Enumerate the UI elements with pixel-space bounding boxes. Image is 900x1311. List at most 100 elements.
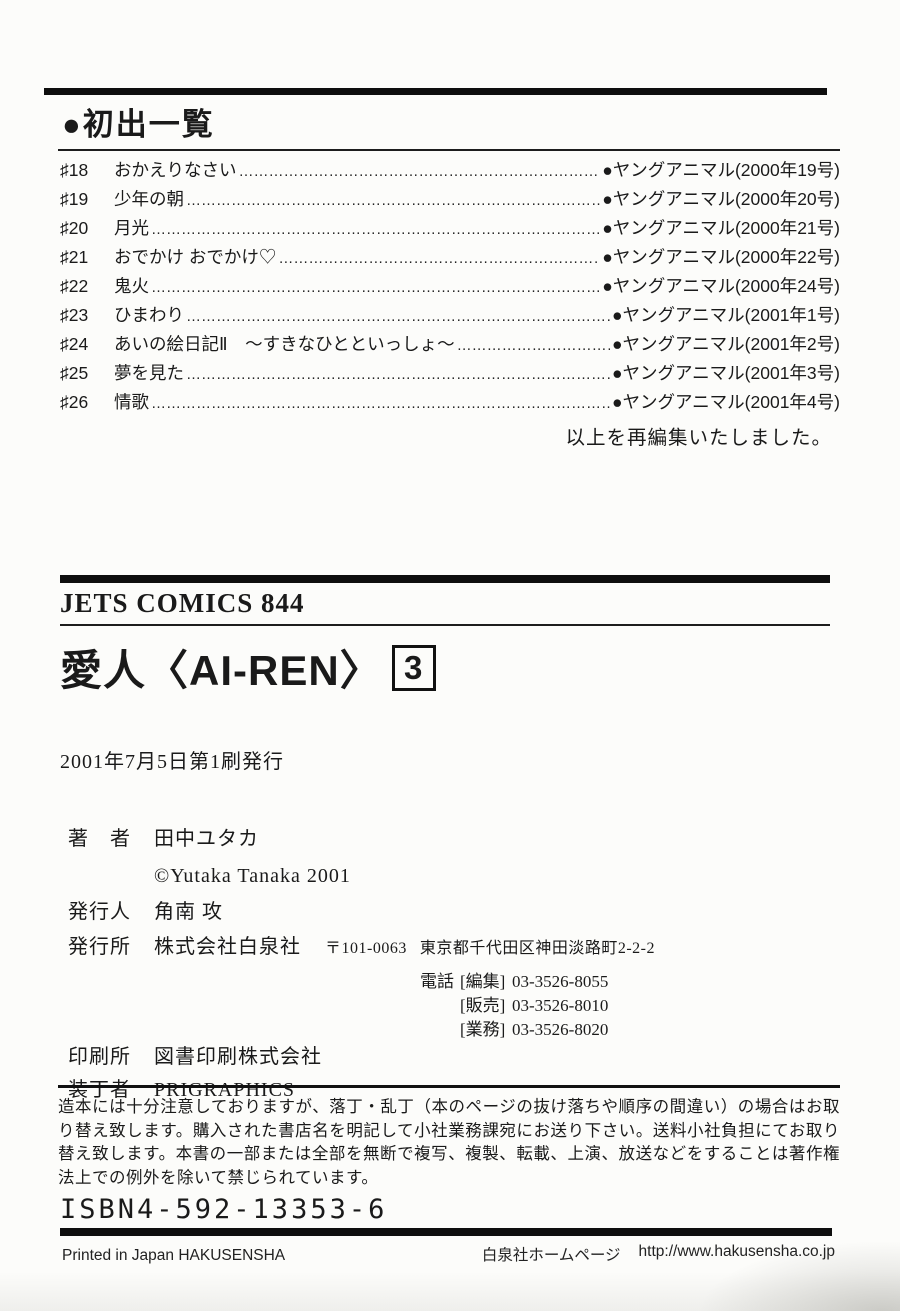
chapter-number: ♯23 (60, 305, 89, 325)
telephone-label: 電話 (420, 972, 454, 991)
isbn-section: ISBN4-592-13353-6 (60, 1194, 832, 1236)
dot-leader (278, 247, 600, 268)
chapter-number: ♯25 (60, 363, 89, 383)
chapter-title: 月光 (114, 218, 149, 238)
chapter-number: ♯19 (60, 189, 89, 209)
dot-leader (186, 189, 600, 210)
list-item: ♯18 おかえりなさい ●ヤングアニマル(2000年19号) (60, 157, 840, 186)
telephone-row: [販売] 03-3526-8010 (420, 991, 840, 1015)
publisher-label: 発行所 (68, 936, 131, 958)
page-footer: Printed in Japan HAKUSENSHA 白泉社ホームページ ht… (62, 1243, 835, 1265)
dot-leader (186, 363, 610, 384)
publication-source: ●ヤングアニマル(2001年4号) (611, 392, 840, 412)
chapter-number: ♯22 (60, 276, 89, 296)
publisher-person-name: 角南 攻 (154, 901, 223, 923)
printer-name: 図書印刷株式会社 (154, 1046, 322, 1068)
chapter-title: 少年の朝 (114, 189, 184, 209)
list-item: ♯20 月光 ●ヤングアニマル(2000年21号) (60, 215, 840, 244)
chapter-title: ひまわり (114, 305, 184, 325)
copyright-notice: ©Yutaka Tanaka 2001 (154, 865, 351, 887)
section-divider-bar (60, 575, 830, 583)
dot-leader (239, 160, 601, 181)
homepage-info: 白泉社ホームページ http://www.hakusensha.co.jp (482, 1243, 835, 1265)
dot-leader (186, 305, 610, 326)
publisher-person-row: 発行人 角南 攻 (68, 901, 840, 923)
publisher-postal-code: 〒101-0063 (325, 940, 407, 957)
series-rule (60, 624, 830, 626)
printed-in-japan-label: Printed in Japan HAKUSENSHA (62, 1247, 286, 1264)
publication-source: ●ヤングアニマル(2001年3号) (611, 363, 840, 383)
telephone-dept: [業務] (460, 1020, 506, 1039)
designer-row: 装丁者 PRIGRAPHICS (68, 1079, 840, 1101)
chapter-number: ♯26 (60, 392, 89, 412)
telephone-block: 電話 [編集] 03-3526-8055 [販売] 03-3526-8010 [… (420, 967, 840, 1039)
list-item: ♯23 ひまわり ●ヤングアニマル(2001年1号) (60, 302, 840, 331)
telephone-dept: [販売] (460, 996, 506, 1015)
publisher-row: 発行所 株式会社白泉社 〒101-0063 東京都千代田区神田淡路町2-2-2 (68, 936, 840, 958)
publication-source: ●ヤングアニマル(2000年19号) (602, 160, 840, 180)
publication-source: ●ヤングアニマル(2000年22号) (602, 247, 840, 267)
publication-source: ●ヤングアニマル(2000年20号) (602, 189, 840, 209)
chapter-title: 情歌 (114, 392, 149, 412)
designer-name: PRIGRAPHICS (154, 1079, 296, 1101)
printer-row: 印刷所 図書印刷株式会社 (68, 1046, 840, 1068)
dot-leader (151, 276, 600, 297)
first-publication-list-header: ●初出一覧 (62, 107, 215, 142)
book-title-row: 愛人〈AI-REN〉 3 (60, 637, 830, 698)
telephone-number: 03-3526-8010 (512, 996, 609, 1015)
isbn-number: ISBN4-592-13353-6 (60, 1194, 388, 1225)
top-divider-bar (44, 88, 827, 95)
chapter-title: おでかけ おでかけ♡ (114, 247, 277, 267)
chapter-title: 夢を見た (114, 363, 184, 383)
list-item: ♯19 少年の朝 ●ヤングアニマル(2000年20号) (60, 186, 840, 215)
homepage-label: 白泉社ホームページ (481, 1247, 621, 1264)
publisher-name: 株式会社白泉社 (154, 936, 301, 958)
author-label: 著 者 (68, 828, 131, 850)
publication-source: ●ヤングアニマル(2000年24号) (602, 276, 840, 296)
telephone-number: 03-3526-8020 (512, 1020, 609, 1039)
author-row: 著 者 田中ユタカ (68, 828, 840, 850)
bottom-divider-bar (60, 1228, 832, 1236)
dot-leader (151, 218, 600, 239)
telephone-number: 03-3526-8055 (512, 972, 609, 991)
first-publication-list: ♯18 おかえりなさい ●ヤングアニマル(2000年19号) ♯19 少年の朝 ●ヤング… (60, 157, 840, 418)
telephone-dept: [編集] (460, 972, 506, 991)
chapter-title: おかえりなさい (114, 160, 237, 180)
legal-notice-text: 造本には十分注意しておりますが、落丁・乱丁（本のページの抜け落ちや順序の間違い）… (58, 1097, 840, 1187)
series-label: JETS COMICS 844 (60, 588, 305, 618)
publication-source: ●ヤングアニマル(2000年21号) (602, 218, 840, 238)
list-item: ♯25 夢を見た ●ヤングアニマル(2001年3号) (60, 360, 840, 389)
publication-source: ●ヤングアニマル(2001年1号) (611, 305, 840, 325)
book-title: 愛人〈AI-REN〉 (60, 647, 383, 694)
designer-label: 装丁者 (68, 1079, 131, 1101)
colophon-section: 著 者 田中ユタカ ©Yutaka Tanaka 2001 発行人 角南 攻 発… (68, 828, 840, 1101)
chapter-number: ♯20 (60, 218, 89, 238)
chapter-number: ♯18 (60, 160, 89, 180)
chapter-title: 鬼火 (114, 276, 149, 296)
book-info-section: JETS COMICS 844 愛人〈AI-REN〉 3 2001年7月5日第1… (60, 575, 830, 774)
volume-badge: 3 (391, 644, 436, 691)
publisher-person-label: 発行人 (68, 901, 131, 923)
legal-rule (58, 1085, 840, 1088)
list-item: ♯24 あいの絵日記Ⅱ 〜すきなひとといっしょ〜 ●ヤングアニマル(2001年2号) (60, 331, 840, 360)
dot-leader (151, 392, 610, 413)
chapter-number: ♯21 (60, 247, 89, 267)
list-item: ♯22 鬼火 ●ヤングアニマル(2000年24号) (60, 273, 840, 302)
homepage-url: http://www.hakusensha.co.jp (638, 1243, 835, 1260)
publisher-address: 東京都千代田区神田淡路町2-2-2 (419, 940, 656, 957)
dot-leader (457, 334, 610, 355)
chapter-number: ♯24 (60, 334, 89, 354)
publication-source: ●ヤングアニマル(2001年2号) (611, 334, 840, 354)
recompilation-note: 以上を再編集いたしました。 (565, 428, 832, 449)
list-header-rule (58, 149, 840, 151)
list-item: ♯21 おでかけ おでかけ♡ ●ヤングアニマル(2000年22号) (60, 244, 840, 273)
legal-section: 造本には十分注意しておりますが、落丁・乱丁（本のページの抜け落ちや順序の間違い）… (58, 1085, 840, 1189)
printer-label: 印刷所 (68, 1046, 131, 1068)
author-name: 田中ユタカ (154, 828, 259, 850)
list-item: ♯26 情歌 ●ヤングアニマル(2001年4号) (60, 389, 840, 418)
telephone-row: 電話 [編集] 03-3526-8055 (420, 967, 840, 991)
chapter-title: あいの絵日記Ⅱ 〜すきなひとといっしょ〜 (114, 334, 455, 354)
copyright-row: ©Yutaka Tanaka 2001 (68, 865, 840, 887)
telephone-row: [業務] 03-3526-8020 (420, 1015, 840, 1039)
print-date: 2001年7月5日第1刷発行 (60, 751, 284, 773)
